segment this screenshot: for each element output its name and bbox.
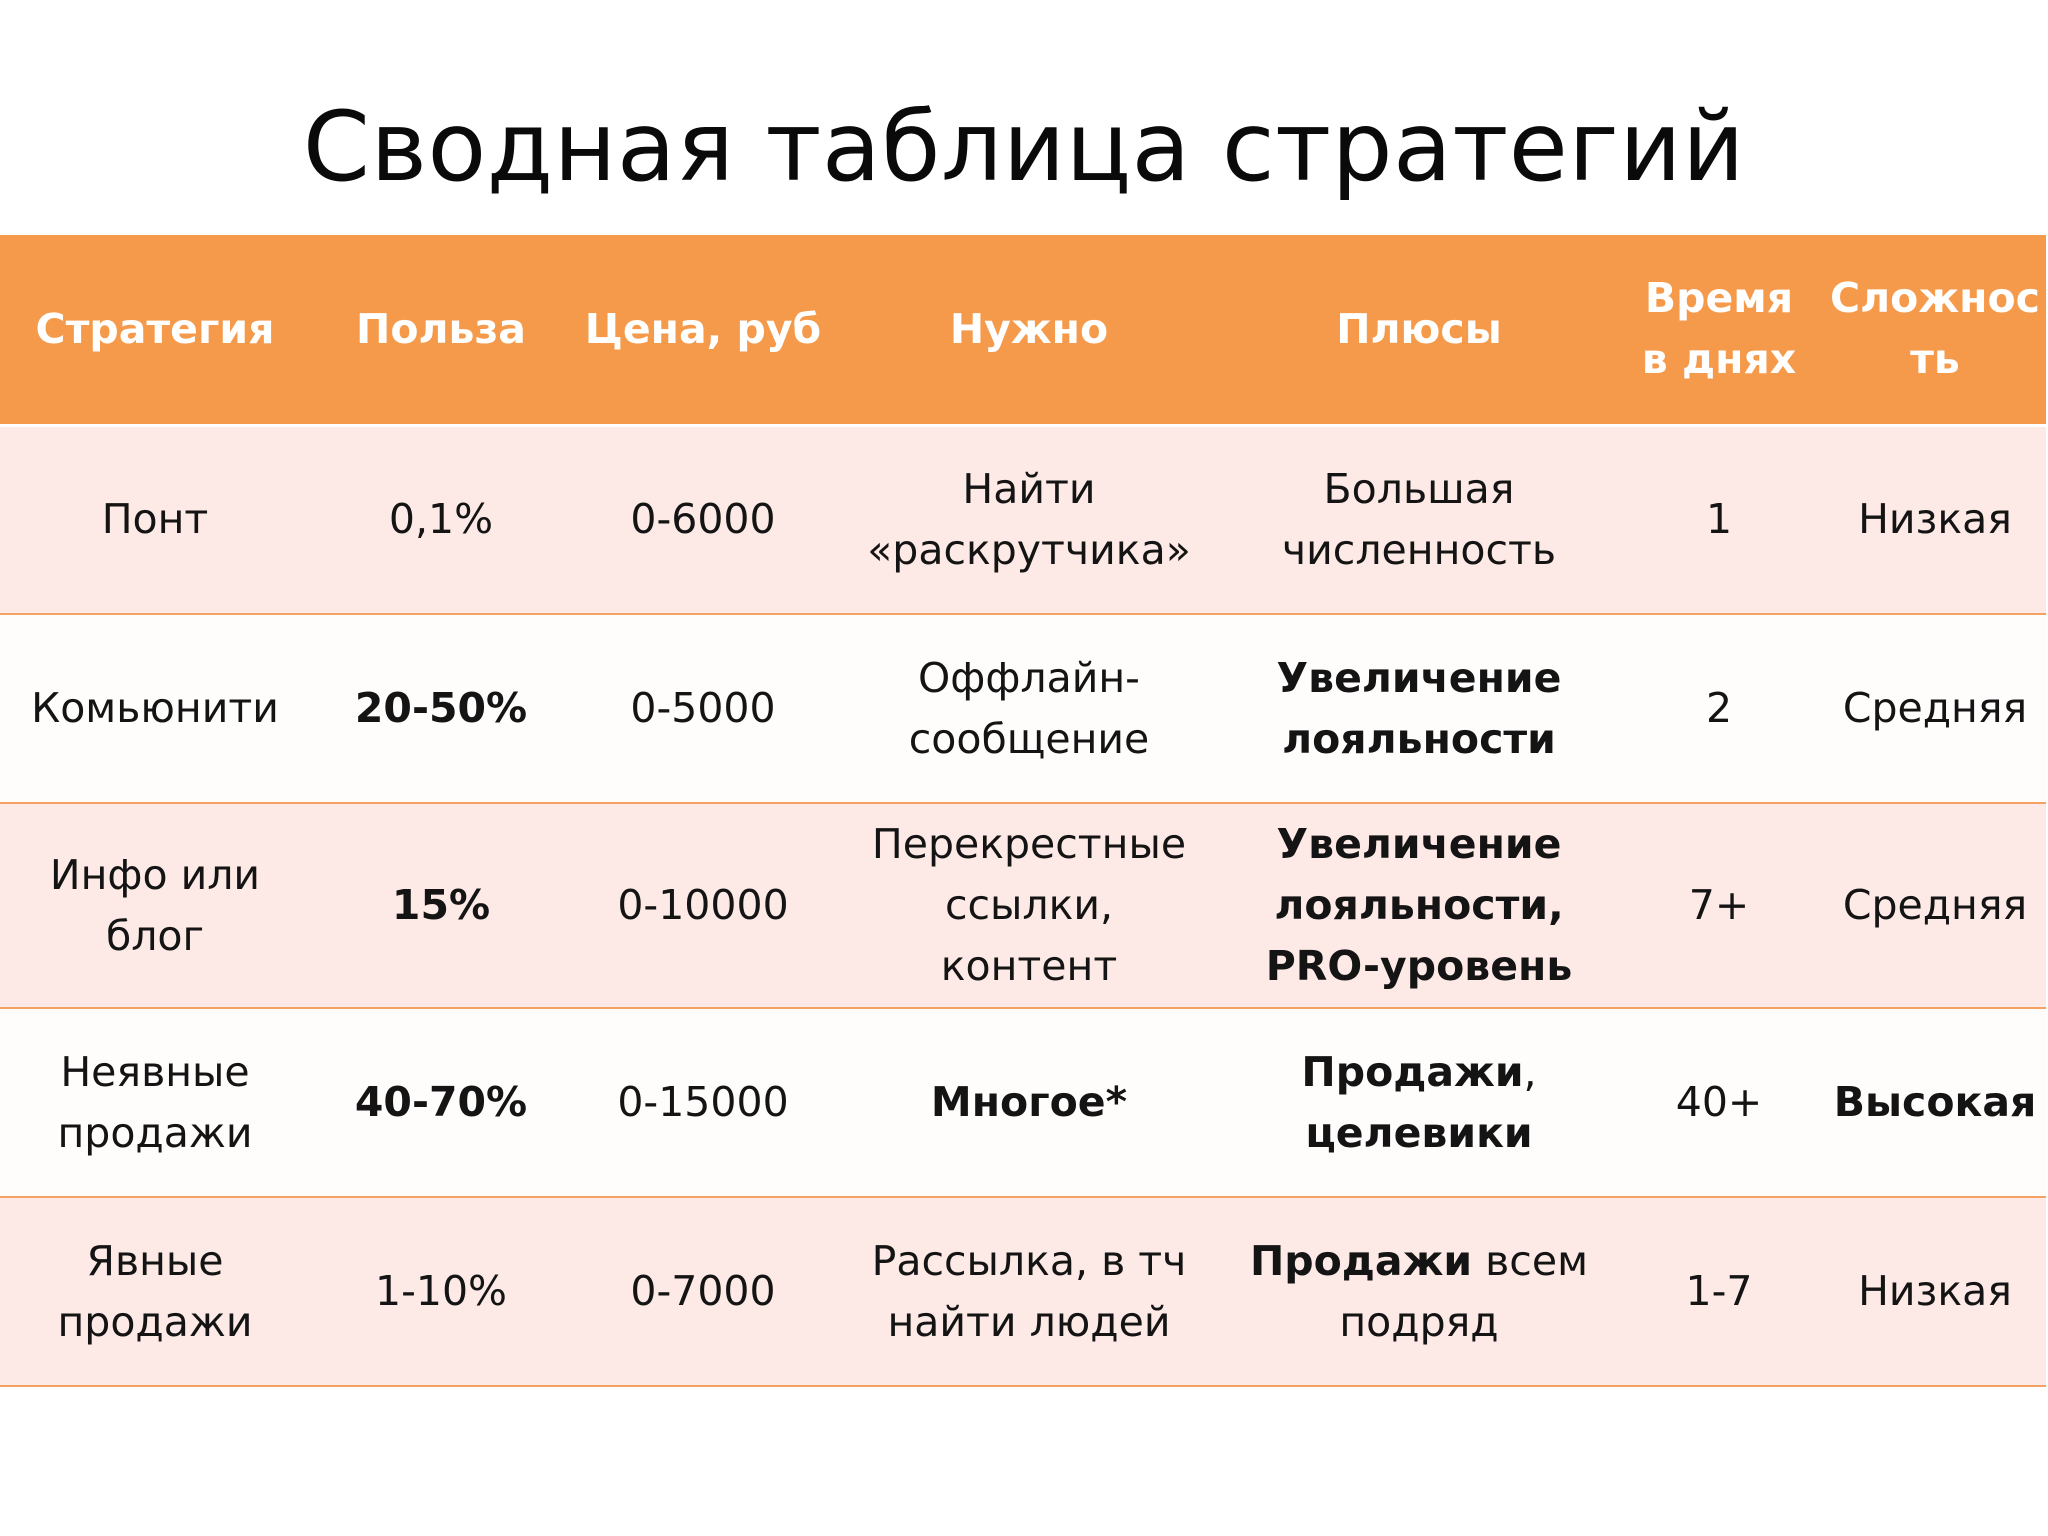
cell-benefit: 15% (391, 881, 491, 929)
table-header: Стратегия Польза Цена, руб Нужно Плюсы В… (0, 235, 2046, 427)
cell-time: 1-7 (1685, 1267, 1753, 1315)
strategy-summary-table: Стратегия Польза Цена, руб Нужно Плюсы В… (0, 235, 2046, 1387)
cell-time: 2 (1705, 684, 1733, 732)
cell-time: 7+ (1688, 881, 1750, 929)
cell-strategy: Комьюнити (31, 684, 279, 732)
header-pros: Плюсы (1224, 235, 1614, 427)
cell-time: 40+ (1675, 1078, 1763, 1126)
cell-price: 0-10000 (617, 881, 789, 929)
cell-benefit: 40-70% (354, 1078, 528, 1126)
cell-pros: Продажи, целевики (1301, 1047, 1537, 1157)
cell-pros: Большая численность (1281, 464, 1557, 574)
header-time: Время в днях (1614, 235, 1824, 427)
cell-strategy: Инфо или блог (49, 850, 261, 960)
cell-strategy: Неявные продажи (57, 1047, 253, 1157)
cell-difficulty: Средняя (1842, 684, 2028, 732)
cell-difficulty: Низкая (1858, 1267, 2012, 1315)
cell-needed: Рассылка, в тч найти людей (871, 1236, 1187, 1346)
header-strategy: Стратегия (0, 235, 310, 427)
cell-difficulty: Низкая (1858, 495, 2012, 544)
header-row: Стратегия Польза Цена, руб Нужно Плюсы В… (0, 235, 2046, 427)
table-row: Явные продажи 1-10% 0-7000 Рассылка, в тч… (0, 1197, 2046, 1386)
cell-price: 0-6000 (630, 495, 776, 544)
cell-strategy: Явные продажи (57, 1236, 253, 1346)
table-row: Понт 0,1% 0-6000 Найти «раскрутчика» Боль… (0, 425, 2046, 614)
table-row: Неявные продажи 40-70% 0-15000 Многое* Пр… (0, 1008, 2046, 1197)
cell-difficulty: Высокая (1833, 1078, 2037, 1126)
cell-time: 1 (1705, 495, 1733, 544)
cell-pros: Продажи всем подряд (1249, 1236, 1589, 1346)
page-title: Сводная таблица стратегий (302, 91, 1746, 203)
header-benefit: Польза (310, 235, 572, 427)
cell-pros: Увеличение лояльности (1276, 653, 1562, 763)
cell-difficulty: Средняя (1842, 881, 2028, 929)
cell-needed: Многое* (930, 1078, 1128, 1126)
cell-pros: Увеличение лояльности, PRO-уровень (1265, 820, 1573, 990)
cell-price: 0-7000 (630, 1267, 776, 1315)
cell-benefit: 20-50% (354, 684, 528, 732)
cell-needed: Найти «раскрутчика» (867, 464, 1191, 574)
cell-needed: Оффлайн-сообщение (908, 653, 1150, 763)
header-needed: Нужно (834, 235, 1224, 427)
header-price: Цена, руб (572, 235, 834, 427)
table-row: Комьюнити 20-50% 0-5000 Оффлайн-сообщени… (0, 614, 2046, 803)
cell-strategy: Понт (101, 495, 209, 544)
header-difficulty: Сложнос ть (1824, 235, 2046, 427)
cell-price: 0-5000 (630, 684, 776, 732)
table-row: Инфо или блог 15% 0-10000 Перекрестные ссы… (0, 803, 2046, 1008)
cell-benefit: 1-10% (374, 1267, 507, 1315)
cell-price: 0-15000 (617, 1078, 789, 1126)
table-body: Понт 0,1% 0-6000 Найти «раскрутчика» Боль… (0, 425, 2046, 1386)
cell-needed: Перекрестные ссылки, контент (871, 820, 1187, 990)
cell-benefit: 0,1% (388, 495, 494, 544)
